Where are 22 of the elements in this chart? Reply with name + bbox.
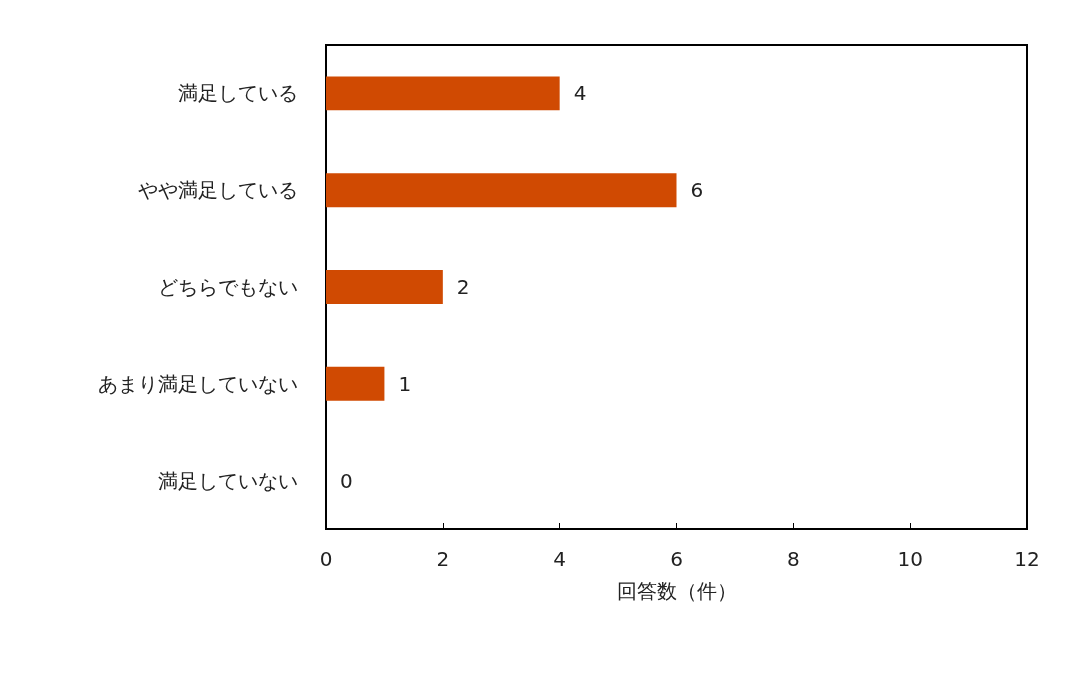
- y-tick-label: 満足していない: [158, 468, 298, 493]
- y-tick-label: どちらでもない: [158, 275, 298, 299]
- bar: [326, 270, 443, 304]
- data-label: 2: [456, 275, 470, 299]
- y-tick-label: やや満足している: [138, 178, 298, 203]
- x-tick-label: 6: [670, 547, 683, 571]
- y-tick-label: あまり満足していない: [98, 371, 298, 396]
- data-label: 6: [690, 178, 704, 203]
- bar: [326, 76, 560, 111]
- x-tick-label: 8: [786, 547, 800, 571]
- x-tick-label: 2: [436, 547, 450, 571]
- x-axis-title: 回答数（件）: [616, 579, 737, 603]
- data-label: 0: [340, 468, 353, 493]
- x-tick-label: 12: [1014, 547, 1040, 571]
- y-tick-label: 満足している: [178, 81, 298, 106]
- bar: [326, 173, 677, 208]
- x-tick-label: 4: [553, 547, 567, 571]
- data-label: 4: [573, 81, 587, 106]
- bar: [326, 366, 385, 401]
- data-label: 1: [398, 371, 412, 396]
- x-tick-label: 0: [319, 547, 333, 571]
- x-tick-label: 10: [897, 547, 923, 571]
